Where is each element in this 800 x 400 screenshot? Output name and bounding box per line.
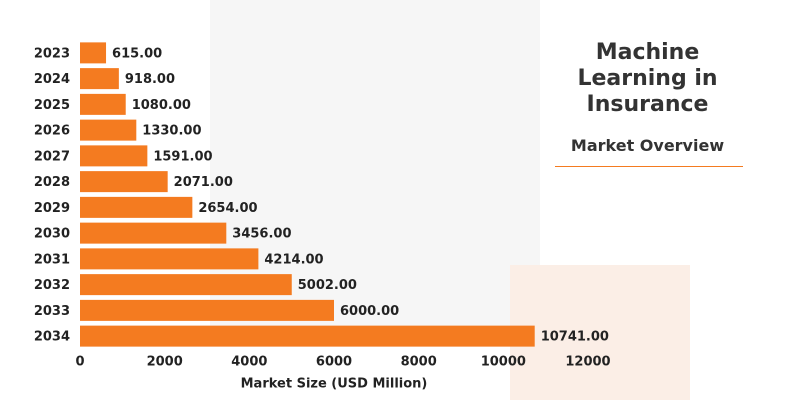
x-tick-label: 8000 (401, 355, 437, 370)
background-decor (510, 265, 690, 400)
y-tick-label: 2029 (34, 201, 70, 216)
x-tick-label: 2000 (147, 355, 183, 370)
bar (80, 196, 193, 218)
y-tick-label: 2028 (34, 175, 70, 190)
x-axis-label: Market Size (USD Million) (241, 377, 428, 392)
bar (80, 222, 227, 244)
x-tick-label: 12000 (565, 355, 610, 370)
bar (80, 119, 137, 141)
bar (80, 325, 535, 347)
value-label: 2654.00 (198, 201, 257, 216)
value-label: 1080.00 (132, 98, 191, 113)
value-label: 4214.00 (264, 252, 323, 267)
divider (555, 166, 743, 167)
value-label: 6000.00 (340, 304, 399, 319)
y-tick-label: 2030 (34, 227, 70, 242)
x-tick-label: 10000 (481, 355, 526, 370)
value-label: 1591.00 (153, 149, 212, 164)
y-tick-label: 2034 (34, 330, 70, 345)
value-label: 10741.00 (541, 330, 609, 345)
value-label: 5002.00 (298, 278, 357, 293)
y-tick-label: 2027 (34, 149, 70, 164)
bar (80, 248, 259, 270)
y-tick-label: 2031 (34, 252, 70, 267)
x-tick-label: 6000 (316, 355, 352, 370)
bar (80, 93, 126, 115)
y-tick-label: 2025 (34, 98, 70, 113)
value-label: 1330.00 (142, 124, 201, 139)
x-tick-label: 0 (75, 355, 84, 370)
y-tick-label: 2024 (34, 72, 70, 87)
bar (80, 145, 148, 167)
value-label: 615.00 (112, 46, 162, 61)
chart-title: Machine Learning in Insurance (577, 40, 718, 117)
y-tick-label: 2023 (34, 46, 70, 61)
y-tick-label: 2033 (34, 304, 70, 319)
x-tick-label: 4000 (231, 355, 267, 370)
bar (80, 68, 119, 90)
bar (80, 274, 292, 296)
bar (80, 171, 168, 193)
bar (80, 42, 107, 64)
value-label: 3456.00 (232, 227, 291, 242)
y-tick-label: 2032 (34, 278, 70, 293)
value-label: 2071.00 (174, 175, 233, 190)
bar (80, 299, 334, 321)
y-tick-label: 2026 (34, 124, 70, 139)
value-label: 918.00 (125, 72, 175, 87)
chart-subtitle: Market Overview (570, 136, 725, 155)
